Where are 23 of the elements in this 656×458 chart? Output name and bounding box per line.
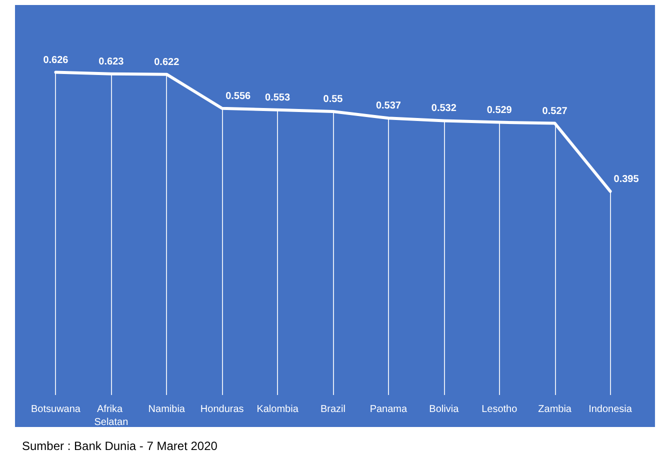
x-tick-label: Zambia bbox=[538, 404, 572, 415]
x-tick-label: Brazil bbox=[320, 404, 346, 415]
data-label: 0.395 bbox=[614, 174, 640, 185]
data-label: 0.532 bbox=[431, 103, 457, 114]
x-tick-label: Kalombia bbox=[256, 404, 299, 415]
x-tick-label: Botsuwana bbox=[30, 404, 81, 415]
data-label: 0.626 bbox=[43, 54, 69, 66]
x-tick-label: Panama bbox=[370, 404, 408, 415]
x-tick-label: Namibia bbox=[148, 404, 186, 415]
text: Sumber : Bank Dunia - 7 Maret 2020 bbox=[22, 439, 218, 453]
data-label: 0.623 bbox=[98, 56, 124, 68]
data-label: 0.537 bbox=[376, 100, 402, 112]
x-tick-label: Bolivia bbox=[429, 404, 460, 415]
data-label: 0.527 bbox=[542, 106, 568, 117]
x-tick-label: Afrika Selatan bbox=[94, 404, 128, 428]
data-label: 0.622 bbox=[154, 56, 180, 68]
data-label: 0.553 bbox=[265, 92, 290, 104]
x-tick-label: Indonesia bbox=[588, 404, 632, 415]
data-label: 0.556 bbox=[226, 90, 252, 102]
x-tick-label: Lesotho bbox=[482, 404, 518, 415]
data-label: 0.55 bbox=[323, 94, 344, 105]
x-tick-label: Honduras bbox=[200, 404, 244, 415]
data-label: 0.529 bbox=[486, 104, 512, 116]
